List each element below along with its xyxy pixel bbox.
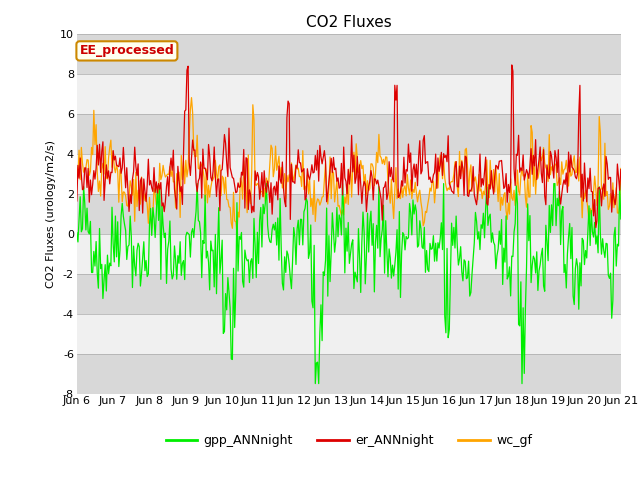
Bar [77,274,621,313]
Bar [77,193,621,234]
Bar [77,114,621,154]
Bar [77,34,621,73]
Bar [77,154,621,193]
Bar [77,354,621,394]
Text: EE_processed: EE_processed [79,44,174,58]
Legend: gpp_ANNnight, er_ANNnight, wc_gf: gpp_ANNnight, er_ANNnight, wc_gf [161,429,537,452]
Y-axis label: CO2 Fluxes (urology/m2/s): CO2 Fluxes (urology/m2/s) [46,140,56,288]
Bar [77,313,621,354]
Bar [77,234,621,274]
Bar [77,73,621,114]
Title: CO2 Fluxes: CO2 Fluxes [306,15,392,30]
